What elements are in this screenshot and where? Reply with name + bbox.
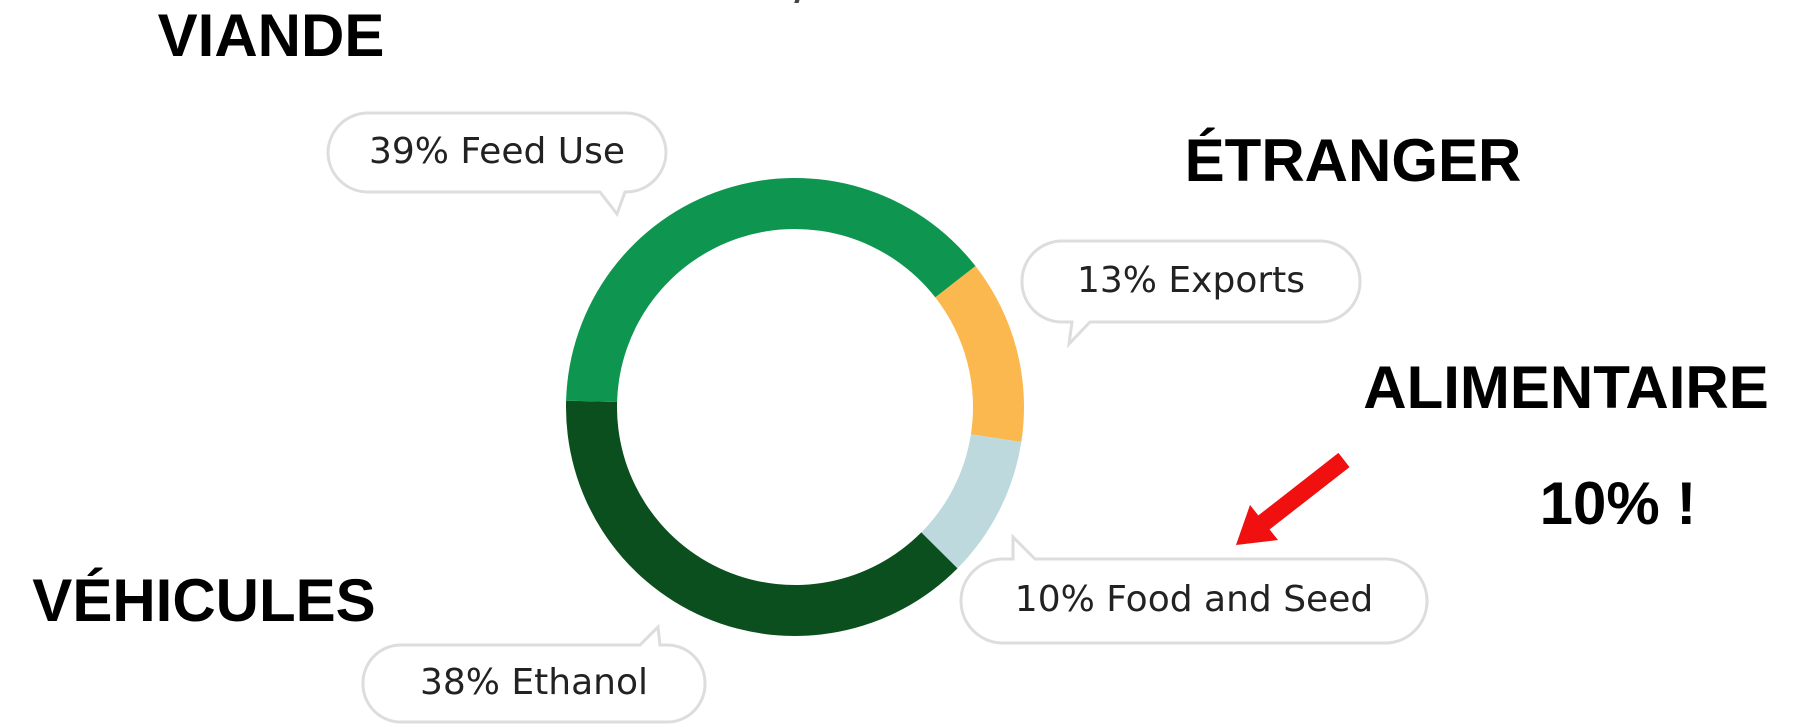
annotation: ALIMENTAIRE	[1363, 354, 1769, 421]
callout-bubble	[959, 533, 1429, 645]
annotation: ÉTRANGER	[1185, 127, 1522, 194]
annotation: VIANDE	[158, 2, 385, 69]
donut-segment	[921, 434, 1022, 569]
callout-bubble	[361, 623, 707, 724]
data-label: 38% Ethanol	[420, 662, 648, 703]
arrow-head	[1236, 505, 1278, 545]
data-label: 13% Exports	[1077, 260, 1305, 301]
red-arrow	[1236, 452, 1350, 545]
callout-bubble	[1020, 239, 1362, 349]
chart-title: 2017/2018	[662, 0, 944, 11]
donut-segment	[566, 400, 958, 636]
donut-segment	[935, 266, 1025, 443]
callout-bubble	[326, 111, 668, 218]
data-label: 10% Food and Seed	[1015, 579, 1373, 620]
donut-segment	[566, 178, 976, 403]
annotation: 10% !	[1540, 470, 1697, 537]
callouts	[326, 111, 1429, 724]
annotation: VÉHICULES	[32, 567, 375, 634]
arrow-shaft	[1256, 452, 1350, 532]
data-label: 39% Feed Use	[369, 131, 625, 172]
